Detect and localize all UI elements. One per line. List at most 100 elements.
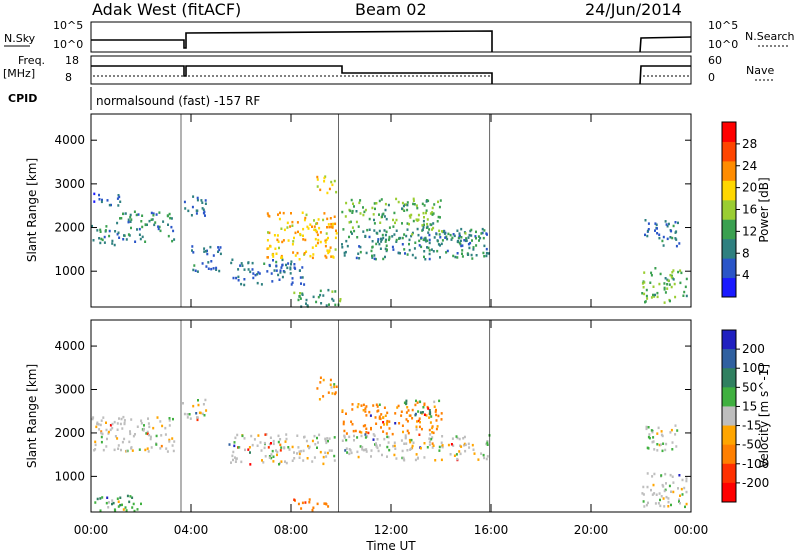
echo-cell [231,454,234,458]
echo-cell [196,416,198,419]
echo-cell [403,233,406,236]
echo-cell [329,383,332,386]
echo-cell [169,216,172,220]
echo-cell [345,447,348,450]
echo-cell [99,509,102,512]
echo-cell [384,255,386,259]
colorbar-swatch [722,122,736,142]
echo-cell [654,267,657,270]
echo-cell [658,236,661,240]
echo-cell [400,439,403,442]
echo-cell [641,292,644,295]
echo-cell [186,413,189,416]
echo-cell [195,212,198,215]
echo-cell [652,285,655,288]
echo-cell [291,445,294,449]
echo-cell [217,246,220,249]
echo-cell [422,238,425,241]
echo-cell [357,252,360,255]
echo-cell [458,232,461,235]
echo-cell [116,221,119,225]
echo-cell [286,221,289,225]
echo-cell [266,270,269,273]
echo-cell [102,448,105,452]
echo-cell [319,450,322,454]
echo-cell [285,461,288,465]
echo-cell [98,198,101,201]
echo-cell [644,233,646,237]
echo-cell [269,436,272,439]
echo-cell [369,414,372,417]
echo-cell [441,239,444,242]
echo-cell [102,416,105,419]
echo-cell [327,505,330,508]
echo-cell [423,250,426,253]
echo-cell [675,445,678,448]
echo-cell [127,220,130,224]
echo-cell [380,240,383,243]
echo-cell [641,492,644,495]
colorbar-swatch [722,199,736,220]
echo-cell [486,455,489,458]
echo-cell [467,442,470,446]
echo-cell [120,417,123,421]
colorbar-swatch [722,160,736,181]
echo-cell [279,449,282,452]
echo-cell [654,229,656,232]
echo-cell [395,197,398,201]
echo-cell [313,225,316,228]
echo-cell [324,254,327,258]
echo-cell [661,239,664,243]
echo-cell [440,458,443,462]
echo-cell [355,220,358,224]
echo-cell [113,448,116,452]
echo-cell [339,298,342,301]
echo-cell [283,270,286,274]
echo-cell [133,509,136,513]
echo-cell [372,438,375,441]
echo-cell [272,259,274,262]
echo-cell [446,249,449,253]
echo-cell [684,505,686,509]
echo-cell [406,253,409,256]
echo-cell [399,252,401,255]
echo-cell [402,430,404,434]
echo-cell [317,441,319,444]
echo-cell [281,275,284,279]
echo-cell [464,449,467,453]
echo-cell [121,440,124,444]
echo-cell [357,403,360,406]
echo-cell [367,431,370,435]
echo-cell [291,224,294,227]
echo-cell [417,419,420,423]
x-tick-label: 00:00 [674,523,709,537]
echo-cell [215,266,218,270]
echo-cell [326,217,329,221]
echo-cell [316,436,318,440]
echo-cell [650,296,653,299]
echo-cell [116,497,119,500]
echo-cell [325,238,328,241]
echo-cell [335,190,338,194]
echo-cell [93,192,96,196]
echo-cell [440,412,443,415]
echo-cell [371,240,374,243]
echo-cell [303,283,306,286]
echo-cell [400,414,403,417]
echo-cell [233,441,236,444]
echo-cell [352,202,354,205]
echo-cell [271,449,274,453]
echo-cell [172,417,174,421]
echo-cell [235,276,238,280]
echo-cell [387,441,390,444]
echo-cell [331,183,334,187]
power-colorbar: 4 8 12 16 20 24 28 [721,121,757,298]
echo-cell [371,206,374,210]
echo-cell [276,450,279,454]
echo-cell [157,225,160,228]
echo-cell [231,258,234,261]
echo-cell [475,237,477,240]
echo-cell [357,225,360,228]
echo-region [182,398,208,422]
echo-cell [96,421,99,424]
